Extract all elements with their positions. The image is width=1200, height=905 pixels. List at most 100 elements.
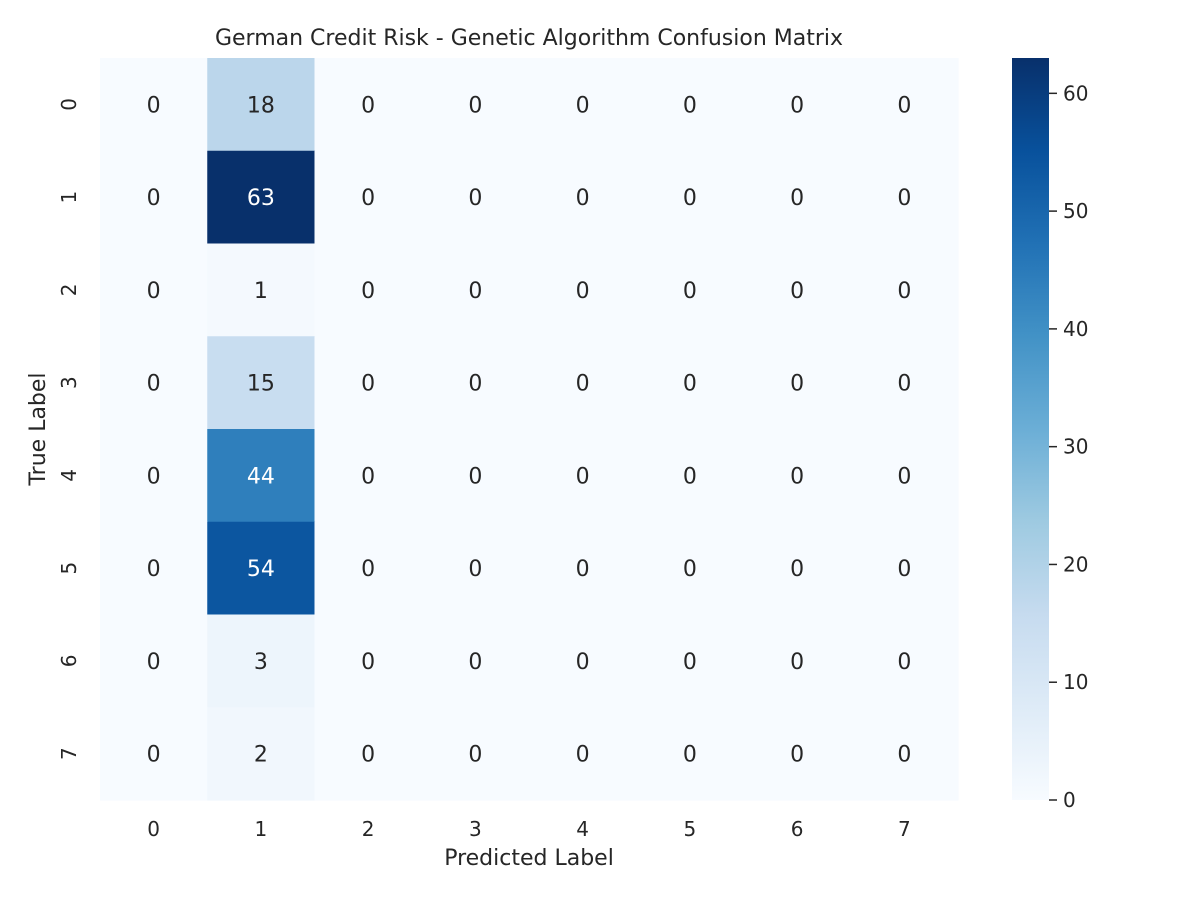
cell-value-label: 0 <box>897 279 911 304</box>
cell-value-label: 0 <box>361 650 375 675</box>
heatmap-cell <box>850 521 959 616</box>
heatmap-cell <box>314 336 423 430</box>
cell-value-label: 0 <box>468 93 482 118</box>
cell-value-label: 18 <box>247 93 275 118</box>
cell-value-label: 0 <box>576 743 590 768</box>
heatmap-cell <box>207 243 316 337</box>
cell-value-label: 0 <box>897 372 911 397</box>
y-tick-label: 3 <box>57 376 81 389</box>
cell-value-label: 0 <box>361 464 375 489</box>
heatmap-cell <box>743 521 852 616</box>
heatmap-cell <box>421 707 530 801</box>
colorbar-tick-label: 10 <box>1063 670 1088 694</box>
heatmap-cell <box>850 707 959 801</box>
heatmap-cell-labels: 0 18 0 0 0 0 0 0 0 63 0 0 0 0 0 0 0 1 0 0 0 0 0 0 0 15 0 0 0 0 0 0 0 44 0 0… <box>147 93 912 767</box>
x-tick-label: 4 <box>576 817 589 841</box>
cell-value-label: 0 <box>147 743 161 768</box>
x-tick-label: 5 <box>684 817 697 841</box>
heatmap-cell <box>207 614 316 708</box>
cell-value-label: 0 <box>790 557 804 582</box>
cell-value-label: 0 <box>147 186 161 211</box>
heatmap-cell <box>314 429 423 523</box>
cell-value-label: 0 <box>683 93 697 118</box>
cell-value-label: 0 <box>147 93 161 118</box>
heatmap-cell <box>850 336 959 430</box>
x-tick-label: 7 <box>898 817 911 841</box>
heatmap-cell <box>636 429 745 523</box>
heatmap-cell <box>743 58 852 152</box>
cell-value-label: 0 <box>576 650 590 675</box>
heatmap-cell <box>100 429 208 523</box>
heatmap-cell <box>743 336 852 430</box>
cell-value-label: 0 <box>683 186 697 211</box>
heatmap-cell <box>100 614 208 708</box>
cell-value-label: 0 <box>897 464 911 489</box>
heatmap-cell <box>100 707 208 801</box>
cell-value-label: 0 <box>576 372 590 397</box>
heatmap-cell <box>850 150 959 245</box>
heatmap-cell <box>636 614 745 708</box>
heatmap-cell <box>314 707 423 801</box>
cell-value-label: 0 <box>897 743 911 768</box>
heatmap-cells <box>100 58 959 801</box>
heatmap-cell <box>529 614 637 708</box>
heatmap-cell <box>207 336 316 430</box>
heatmap-cell <box>100 58 208 152</box>
heatmap-cell <box>529 707 637 801</box>
cell-value-label: 0 <box>576 464 590 489</box>
cell-value-label: 0 <box>683 279 697 304</box>
cell-value-label: 0 <box>147 464 161 489</box>
cell-value-label: 0 <box>683 372 697 397</box>
heatmap-cell <box>529 336 637 430</box>
cell-value-label: 1 <box>254 279 268 304</box>
y-axis-label: True Label <box>26 372 51 486</box>
colorbar <box>1012 58 1049 800</box>
x-tick-label: 2 <box>362 817 375 841</box>
cell-value-label: 0 <box>790 372 804 397</box>
cell-value-label: 0 <box>361 372 375 397</box>
cell-value-label: 0 <box>897 650 911 675</box>
heatmap-cell <box>850 429 959 523</box>
cell-value-label: 0 <box>683 464 697 489</box>
heatmap-cell <box>743 150 852 245</box>
heatmap-cell <box>529 429 637 523</box>
y-tick-label: 6 <box>57 655 81 668</box>
cell-value-label: 0 <box>790 279 804 304</box>
cell-value-label: 0 <box>576 186 590 211</box>
cell-value-label: 0 <box>361 743 375 768</box>
cell-value-label: 0 <box>468 464 482 489</box>
heatmap-cell <box>314 58 423 152</box>
cell-value-label: 0 <box>468 372 482 397</box>
colorbar-tick-label: 0 <box>1063 788 1076 812</box>
cell-value-label: 0 <box>897 186 911 211</box>
cell-value-label: 0 <box>576 557 590 582</box>
x-axis-label: Predicted Label <box>444 846 614 871</box>
heatmap-cell <box>636 243 745 337</box>
heatmap-cell <box>421 336 530 430</box>
heatmap-cell <box>529 243 637 337</box>
colorbar-ticks: 0 10 20 30 40 50 60 <box>1049 81 1088 812</box>
x-tick-labels: 0 1 2 3 4 5 6 7 <box>147 817 910 841</box>
cell-value-label: 0 <box>147 372 161 397</box>
colorbar-tick-label: 30 <box>1063 435 1088 459</box>
cell-value-label: 0 <box>683 743 697 768</box>
heatmap-cell <box>636 58 745 152</box>
heatmap-cell <box>850 614 959 708</box>
heatmap-cell <box>636 336 745 430</box>
heatmap-cell <box>421 243 530 337</box>
colorbar-tick-label: 40 <box>1063 317 1088 341</box>
heatmap-cell <box>421 614 530 708</box>
heatmap-cell <box>100 150 208 245</box>
heatmap-cell <box>743 243 852 337</box>
heatmap-cell <box>421 429 530 523</box>
heatmap-cell <box>529 58 637 152</box>
cell-value-label: 0 <box>897 557 911 582</box>
cell-value-label: 0 <box>576 93 590 118</box>
x-tick-label: 6 <box>791 817 804 841</box>
heatmap-cell <box>636 150 745 245</box>
cell-value-label: 0 <box>361 279 375 304</box>
y-tick-label: 1 <box>57 191 81 204</box>
heatmap-cell <box>421 58 530 152</box>
cell-value-label: 0 <box>790 464 804 489</box>
